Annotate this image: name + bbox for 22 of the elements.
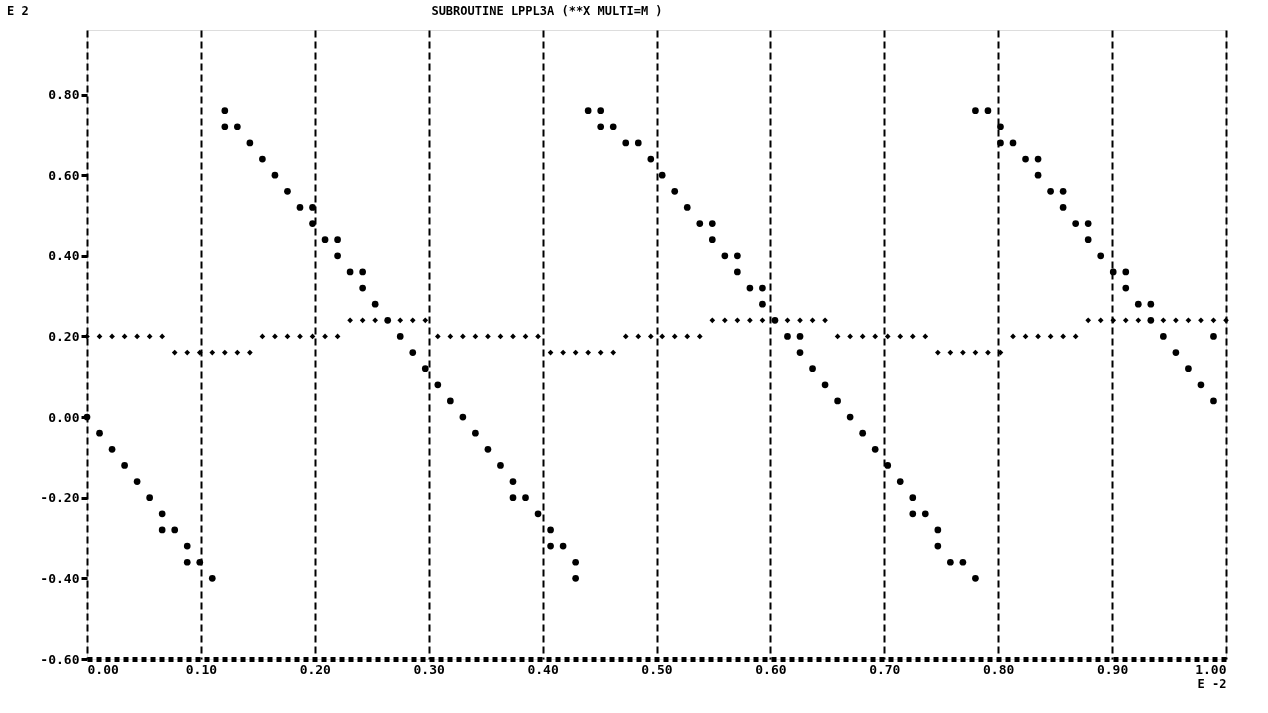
x-tick-label: 0.00 — [87, 661, 119, 677]
x-tick-label: 0.30 — [413, 661, 446, 677]
y-tick-label: -0.60 — [40, 651, 80, 667]
x-tick-label: 0.80 — [983, 661, 1015, 677]
x-tick-label: 0.20 — [299, 661, 332, 677]
y-axis-title: E 2 — [7, 4, 29, 18]
y-tick-label: 0.40 — [48, 248, 80, 264]
y-tick-label: 0.60 — [48, 167, 80, 183]
x-tick-label: 1.00 — [1195, 661, 1227, 677]
y-tick-label: -0.20 — [40, 490, 80, 506]
x-tick-label: 0.70 — [869, 661, 901, 677]
y-tick-label: 0.00 — [48, 409, 80, 425]
x-tick-label: 0.10 — [185, 661, 218, 677]
x-axis-title: E -2 — [1197, 676, 1227, 691]
chart-title: SUBROUTINE LPPL3A (**X MULTI=M ) — [431, 4, 663, 18]
x-tick-label: 0.90 — [1096, 661, 1129, 677]
y-tick-label: -0.40 — [40, 570, 80, 586]
x-tick-label: 0.40 — [527, 661, 559, 677]
y-tick-label: 0.80 — [48, 87, 80, 103]
x-tick-label: 0.50 — [641, 661, 673, 677]
y-tick-label: 0.20 — [48, 328, 80, 344]
x-tick-label: 0.60 — [755, 661, 787, 677]
